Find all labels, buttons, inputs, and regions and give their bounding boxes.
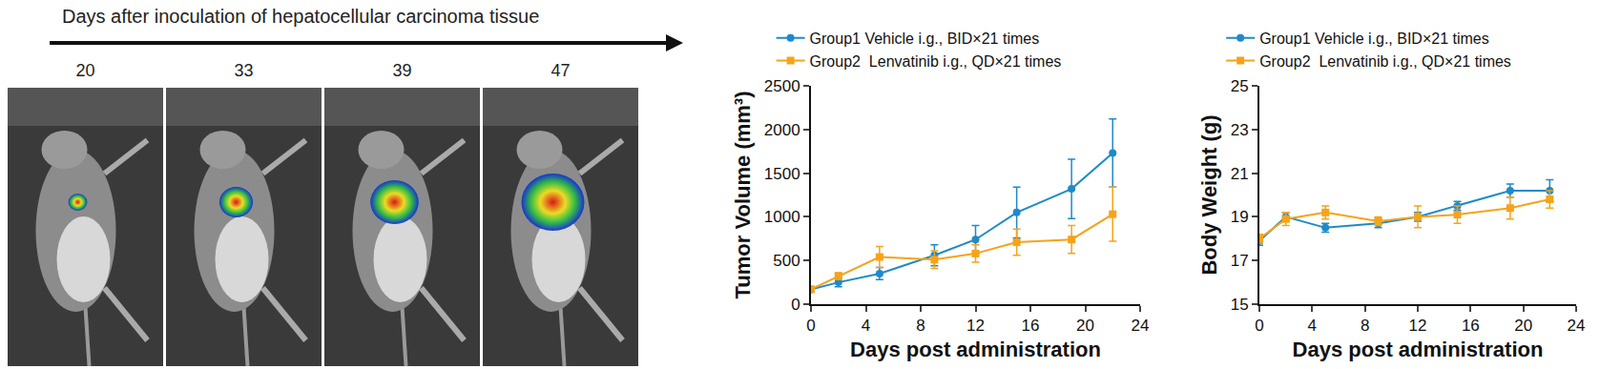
- svg-text:2000: 2000: [764, 121, 801, 140]
- svg-text:Group1 Vehicle i.g., BID×21 ti: Group1 Vehicle i.g., BID×21 times: [1259, 30, 1490, 47]
- svg-text:2500: 2500: [764, 77, 801, 96]
- svg-text:20: 20: [1076, 316, 1095, 335]
- svg-text:24: 24: [1131, 316, 1150, 335]
- svg-text:Days post administration: Days post administration: [850, 337, 1102, 362]
- svg-text:17: 17: [1230, 251, 1249, 271]
- svg-text:0: 0: [790, 295, 800, 314]
- svg-text:Group2 Lenvatinib i.g., QD×21: Group2 Lenvatinib i.g., QD×21 times: [1259, 53, 1512, 70]
- svg-text:Body Weight (g): Body Weight (g): [1197, 114, 1222, 275]
- svg-text:19: 19: [1230, 207, 1249, 227]
- svg-text:47: 47: [550, 61, 570, 81]
- svg-text:33: 33: [233, 61, 253, 81]
- svg-text:23: 23: [1230, 121, 1249, 140]
- svg-text:Group1 Vehicle i.g., BID×21 ti: Group1 Vehicle i.g., BID×21 times: [810, 30, 1040, 47]
- svg-text:Tumor Volume (mm³): Tumor Volume (mm³): [730, 91, 755, 300]
- svg-text:21: 21: [1230, 165, 1249, 184]
- svg-text:20: 20: [75, 61, 95, 81]
- svg-text:16: 16: [1021, 316, 1040, 335]
- svg-text:0: 0: [1254, 316, 1264, 335]
- svg-text:8: 8: [1360, 316, 1370, 335]
- svg-text:24: 24: [1567, 316, 1586, 335]
- svg-text:Days after inoculation of hepa: Days after inoculation of hepatocellular…: [62, 5, 540, 27]
- svg-text:8: 8: [915, 316, 925, 335]
- svg-text:Group2 Lenvatinib i.g., QD×21: Group2 Lenvatinib i.g., QD×21 times: [810, 53, 1062, 70]
- svg-text:1000: 1000: [764, 207, 801, 227]
- svg-text:12: 12: [1409, 316, 1428, 335]
- svg-text:15: 15: [1230, 295, 1249, 314]
- svg-text:20: 20: [1514, 316, 1533, 335]
- svg-text:39: 39: [392, 61, 412, 81]
- svg-text:1500: 1500: [764, 165, 801, 184]
- svg-text:16: 16: [1461, 316, 1480, 335]
- svg-text:25: 25: [1230, 77, 1249, 96]
- svg-text:Days post administration: Days post administration: [1292, 337, 1544, 362]
- svg-text:0: 0: [806, 316, 815, 335]
- svg-text:4: 4: [861, 316, 871, 335]
- svg-text:12: 12: [966, 316, 985, 335]
- svg-text:500: 500: [772, 251, 800, 271]
- svg-text:4: 4: [1308, 316, 1317, 335]
